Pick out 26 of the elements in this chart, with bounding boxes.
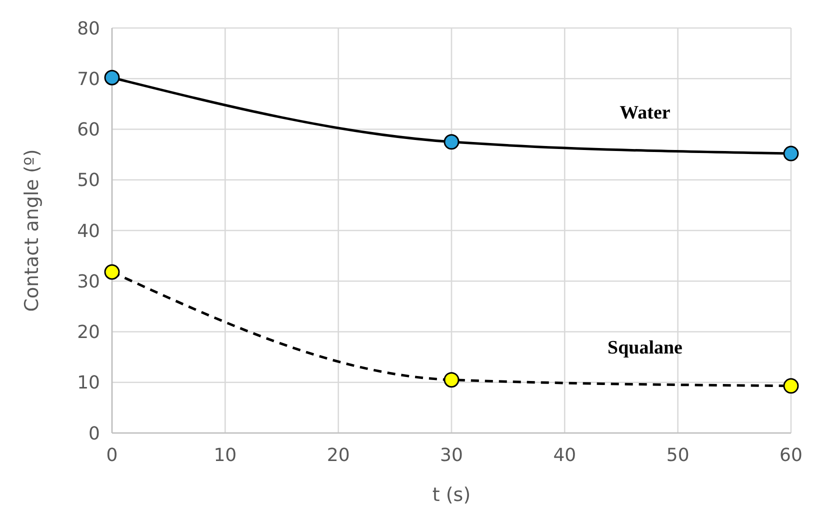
point: [783, 146, 799, 162]
point: [444, 134, 460, 150]
x-tick-label: 0: [106, 445, 118, 466]
y-tick-label: 70: [77, 68, 100, 90]
point: [104, 70, 120, 86]
x-tick-label: 10: [214, 445, 237, 466]
point: [104, 264, 120, 280]
point: [444, 372, 460, 388]
y-tick-label: 0: [88, 423, 100, 444]
y-tick-label: 50: [77, 170, 100, 192]
y-axis-title: Contact angle (º): [21, 149, 43, 312]
y-tick-label: 20: [77, 322, 100, 344]
x-tick-label: 20: [326, 445, 350, 466]
y-tick-label: 30: [77, 271, 100, 292]
x-tick-label: 40: [553, 445, 576, 466]
y-tick-label: 60: [77, 120, 100, 141]
series-label: Water: [620, 102, 671, 124]
point: [783, 378, 799, 394]
x-tick-label: 50: [666, 445, 690, 466]
y-tick-label: 40: [77, 220, 100, 242]
y-tick-label: 10: [77, 372, 100, 394]
y-tick-label: 80: [77, 18, 100, 40]
series-label: Squalane: [608, 337, 683, 358]
x-tick-label: 30: [440, 445, 463, 466]
x-tick-label: 60: [780, 445, 802, 466]
x-axis-title: t (s): [432, 484, 471, 506]
